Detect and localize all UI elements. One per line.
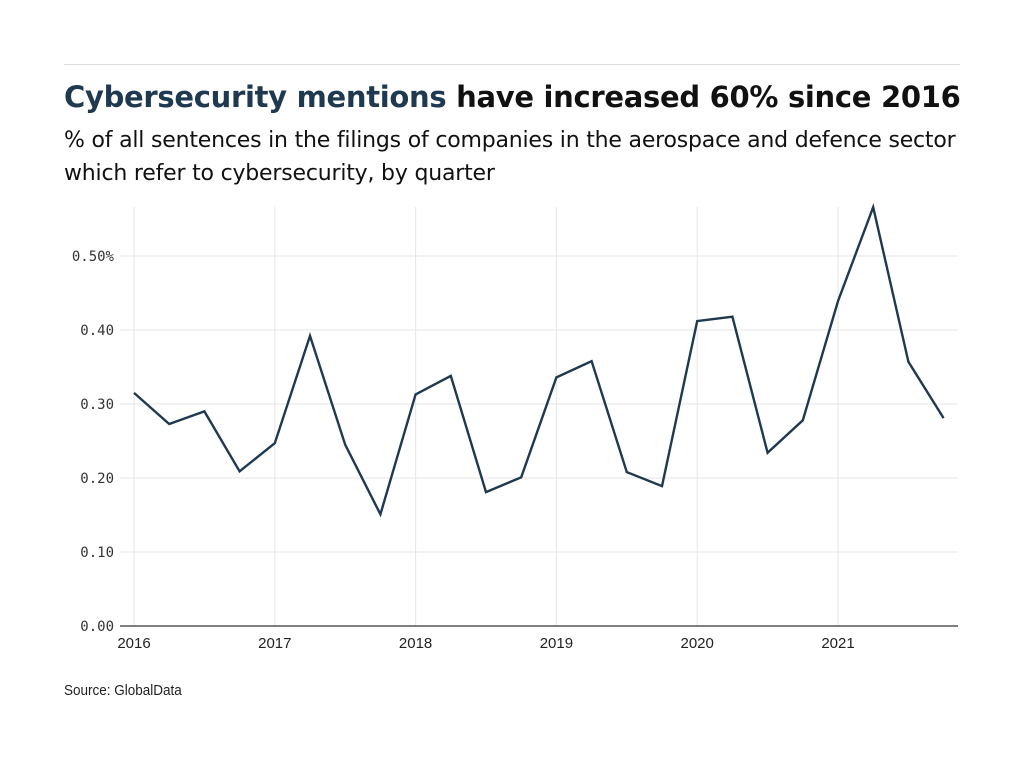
y-tick-label: 0.50% xyxy=(72,249,115,265)
x-tick-label: 2020 xyxy=(681,635,714,652)
y-tick-label: 0.00 xyxy=(80,619,114,635)
series-line xyxy=(133,203,945,518)
y-tick-label: 0.20 xyxy=(80,471,114,487)
x-tick-label: 2021 xyxy=(821,635,854,652)
title-rest: have increased 60% since 2016 xyxy=(446,80,961,114)
title-highlight: Cybersecurity mentions xyxy=(64,80,447,114)
series-line-group xyxy=(133,203,945,518)
x-tick-label: 2018 xyxy=(399,635,432,652)
y-tick-label: 0.40 xyxy=(80,323,114,339)
y-tick-label: 0.10 xyxy=(80,545,114,561)
tick-labels: 0.00 0.10 0.20 0.30 0.40 0.50% 2016 2017 2018 201… xyxy=(72,249,855,652)
grid-lines xyxy=(120,207,958,626)
chart-subtitle: % of all sentences in the filings of com… xyxy=(64,128,956,186)
x-tick-label: 2017 xyxy=(258,635,291,652)
y-tick-label: 0.30 xyxy=(80,397,114,413)
source-note: Source: GlobalData xyxy=(64,682,182,699)
chart-title: Cybersecurity mentions have increased 60… xyxy=(64,80,961,114)
x-tick-label: 2016 xyxy=(117,635,150,652)
top-divider xyxy=(64,64,960,65)
x-tick-label: 2019 xyxy=(540,635,573,652)
